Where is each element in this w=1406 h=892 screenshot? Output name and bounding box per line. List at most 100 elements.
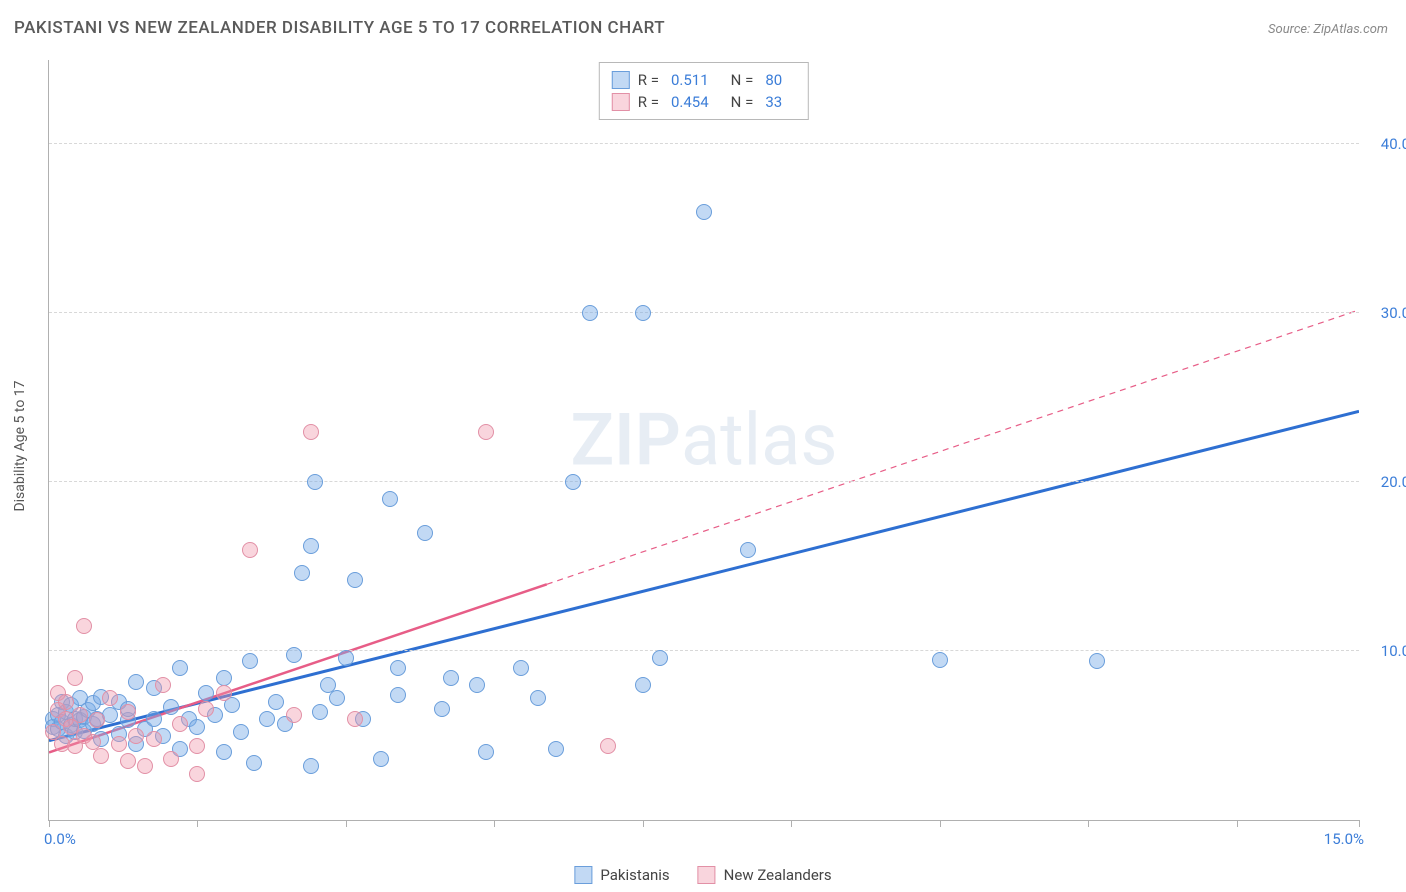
legend-r-value-0: 0.511 — [671, 71, 709, 89]
data-point — [242, 653, 258, 669]
data-point — [1089, 653, 1105, 669]
legend-r-label: R = — [638, 71, 659, 89]
gridline — [49, 312, 1359, 313]
data-point — [932, 652, 948, 668]
x-tick — [1088, 820, 1089, 827]
data-point — [478, 424, 494, 440]
plot-area: ZIPatlas R = 0.511 N = 80 R = 0.454 N = … — [48, 60, 1359, 821]
data-point — [347, 711, 363, 727]
data-point — [246, 755, 262, 771]
data-point — [102, 690, 118, 706]
data-point — [146, 711, 162, 727]
x-axis-label-max: 15.0% — [1324, 830, 1364, 848]
x-tick — [1359, 820, 1360, 827]
data-point — [696, 204, 712, 220]
data-point — [137, 758, 153, 774]
y-tick-label: 20.0% — [1366, 473, 1406, 491]
swatch-series-0 — [612, 71, 630, 89]
gridline — [49, 481, 1359, 482]
data-point — [329, 690, 345, 706]
data-point — [652, 650, 668, 666]
legend-r-value-1: 0.454 — [671, 93, 709, 111]
legend-row-series-1: R = 0.454 N = 33 — [612, 91, 796, 113]
x-tick — [791, 820, 792, 827]
data-point — [635, 677, 651, 693]
data-point — [111, 736, 127, 752]
data-point — [163, 751, 179, 767]
data-point — [347, 572, 363, 588]
data-point — [390, 687, 406, 703]
x-tick — [643, 820, 644, 827]
legend-label-1: New Zealanders — [724, 866, 832, 884]
data-point — [548, 741, 564, 757]
data-point — [312, 704, 328, 720]
data-point — [76, 618, 92, 634]
data-point — [146, 731, 162, 747]
data-point — [373, 751, 389, 767]
legend-correlation: R = 0.511 N = 80 R = 0.454 N = 33 — [599, 62, 809, 120]
data-point — [286, 647, 302, 663]
chart-title: PAKISTANI VS NEW ZEALANDER DISABILITY AG… — [14, 18, 665, 38]
data-point — [294, 565, 310, 581]
legend-n-label: N = — [731, 93, 754, 111]
data-point — [303, 758, 319, 774]
data-point — [635, 305, 651, 321]
data-point — [382, 491, 398, 507]
data-point — [478, 744, 494, 760]
data-point — [268, 694, 284, 710]
x-tick — [940, 820, 941, 827]
x-tick — [346, 820, 347, 827]
data-point — [198, 685, 214, 701]
data-point — [434, 701, 450, 717]
data-point — [286, 707, 302, 723]
y-tick-label: 30.0% — [1366, 304, 1406, 322]
data-point — [338, 650, 354, 666]
data-point — [307, 474, 323, 490]
legend-series: Pakistanis New Zealanders — [574, 866, 831, 884]
data-point — [58, 694, 74, 710]
data-point — [469, 677, 485, 693]
data-point — [740, 542, 756, 558]
data-point — [513, 660, 529, 676]
x-tick — [1237, 820, 1238, 827]
data-point — [128, 674, 144, 690]
data-point — [233, 724, 249, 740]
chart-container: PAKISTANI VS NEW ZEALANDER DISABILITY AG… — [0, 0, 1406, 892]
data-point — [600, 738, 616, 754]
data-point — [530, 690, 546, 706]
data-point — [216, 744, 232, 760]
y-axis-label: Disability Age 5 to 17 — [12, 380, 28, 511]
gridline — [49, 143, 1359, 144]
data-point — [120, 753, 136, 769]
data-point — [582, 305, 598, 321]
data-point — [172, 660, 188, 676]
data-point — [93, 748, 109, 764]
data-point — [172, 716, 188, 732]
swatch-icon — [574, 866, 592, 884]
data-point — [303, 538, 319, 554]
swatch-series-1 — [612, 93, 630, 111]
data-point — [89, 712, 105, 728]
data-point — [216, 670, 232, 686]
data-point — [198, 701, 214, 717]
data-point — [72, 707, 88, 723]
data-point — [128, 728, 144, 744]
data-point — [67, 670, 83, 686]
watermark: ZIPatlas — [570, 398, 837, 483]
data-point — [163, 699, 179, 715]
data-point — [390, 660, 406, 676]
legend-n-value-0: 80 — [765, 71, 782, 89]
data-point — [120, 704, 136, 720]
data-point — [303, 424, 319, 440]
gridline — [49, 650, 1359, 651]
data-point — [242, 542, 258, 558]
data-point — [216, 685, 232, 701]
data-point — [189, 738, 205, 754]
legend-r-label: R = — [638, 93, 659, 111]
legend-n-value-1: 33 — [765, 93, 782, 111]
data-point — [155, 677, 171, 693]
y-tick-label: 10.0% — [1366, 642, 1406, 660]
x-tick — [49, 820, 50, 827]
legend-n-label: N = — [731, 71, 754, 89]
chart-source: Source: ZipAtlas.com — [1268, 22, 1388, 37]
